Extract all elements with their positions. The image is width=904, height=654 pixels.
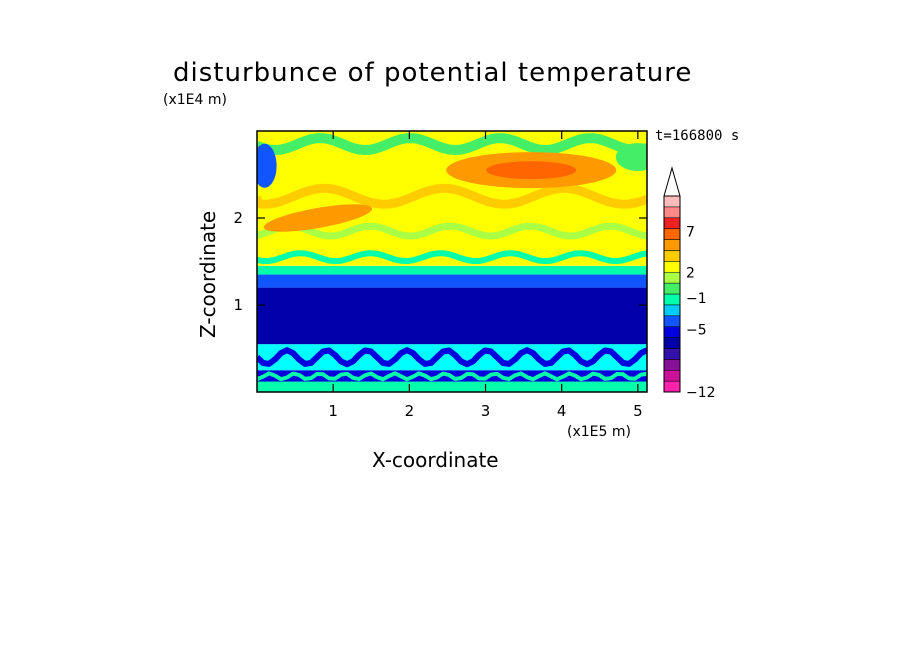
y-tick-label-1: 2 (233, 209, 243, 227)
mid-orange-streak (257, 183, 647, 209)
lower-lime-streak (257, 222, 647, 240)
axes: 1 2 3 4 5 1 2 (233, 131, 647, 420)
contour-band-5 (257, 265, 647, 275)
x-tick-label-3: 4 (557, 402, 567, 420)
green-pocket-right (615, 143, 647, 172)
contour-band-4 (257, 274, 647, 288)
colorbar-segment-2 (663, 359, 681, 371)
colorbar-segment-10 (663, 271, 681, 284)
x-tick-label-2: 3 (481, 402, 491, 420)
colorbar-segment-0 (663, 380, 681, 393)
colorbar-segment-9 (663, 282, 681, 295)
contour-band-0 (257, 381, 647, 392)
colorbar-segment-11 (663, 261, 681, 273)
colorbar-segment-12 (663, 250, 681, 262)
cold-pocket-left (257, 143, 277, 188)
y-tick-label-0: 1 (233, 296, 243, 314)
colorbar-extend-arrow (663, 166, 681, 197)
colorbar-segment-13 (663, 239, 681, 251)
colorbar-segment-14 (663, 228, 681, 240)
colorbar-segment-1 (663, 369, 681, 382)
colorbar-label-2: −1 (686, 291, 707, 307)
chart-title: disturbunce of potential temperature (173, 58, 693, 88)
warm-core-inner (486, 161, 577, 180)
colorbar-label-0: −12 (686, 385, 716, 401)
colorbar-segment-4 (663, 337, 681, 349)
contour-field (257, 131, 647, 392)
y-axis-unit: (x1E4 m) (163, 92, 227, 108)
contour-band-3 (257, 287, 647, 345)
contour-band-2 (257, 344, 647, 371)
low-blue-streak (257, 347, 647, 368)
colorbar-segment-5 (663, 326, 681, 338)
colorbar-segment-6 (663, 315, 681, 327)
x-axis-label: X-coordinate (372, 448, 499, 472)
time-label: t=166800 s (655, 128, 740, 144)
cyan-transition-streak (257, 250, 647, 265)
colorbar-label-1: −5 (686, 322, 707, 338)
plot-frame (256, 130, 648, 393)
colorbar: −12−5−127 (663, 166, 716, 401)
warm-layer (263, 204, 373, 232)
surface-green-streak (257, 371, 647, 382)
colorbar-segment-3 (663, 348, 681, 360)
x-tick-label-0: 1 (328, 402, 338, 420)
x-tick-label-4: 5 (633, 402, 643, 420)
colorbar-segment-17 (663, 195, 681, 208)
colorbar-segment-16 (663, 206, 681, 219)
colorbar-frame (663, 195, 681, 393)
x-tick-label-1: 2 (405, 402, 415, 420)
colorbar-segment-8 (663, 293, 681, 306)
colorbar-label-4: 7 (686, 224, 695, 240)
upper-green-streak (257, 133, 647, 155)
colorbar-segment-7 (663, 304, 681, 317)
colorbar-label-3: 2 (686, 265, 695, 281)
colorbar-segment-15 (663, 217, 681, 229)
x-axis-unit: (x1E5 m) (567, 424, 631, 440)
